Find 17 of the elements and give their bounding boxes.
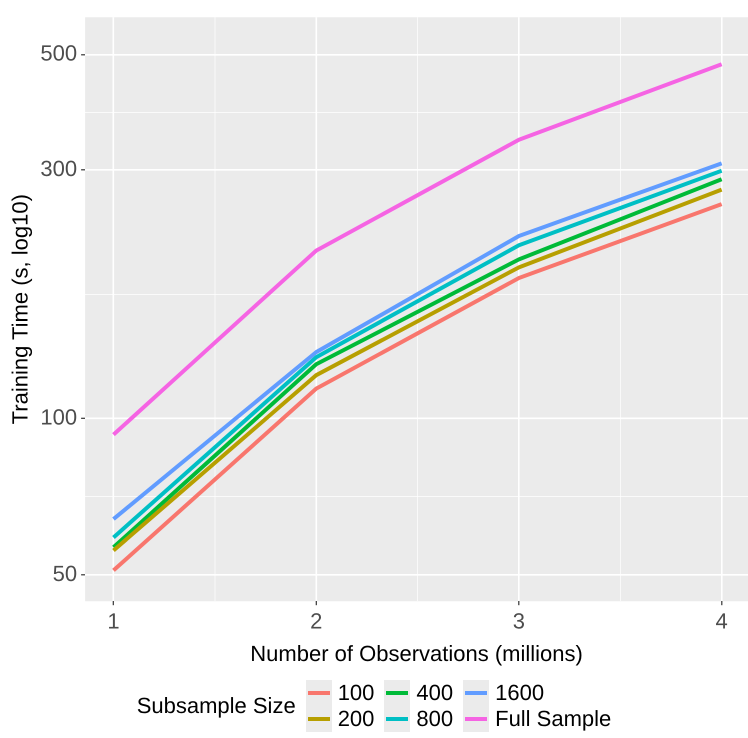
legend-label: 200	[338, 706, 374, 732]
x-tick-label: 1	[107, 608, 120, 634]
x-tick-label: 4	[716, 608, 728, 634]
y-tick-label: 100	[40, 404, 78, 430]
legend-label: Full Sample	[495, 706, 612, 732]
y-tick-label: 300	[40, 156, 78, 182]
legend-label: 400	[416, 680, 454, 706]
x-tick-label: 3	[512, 608, 526, 634]
legend-label: 800	[416, 706, 454, 732]
x-tick-label: 2	[310, 608, 322, 634]
y-axis-title: Training Time (s, log10)	[7, 194, 32, 424]
legend-title: Subsample Size	[136, 693, 296, 719]
legend-label: 100	[338, 680, 374, 706]
x-axis-title: Number of Observations (millions)	[250, 640, 583, 666]
y-tick-label: 500	[40, 40, 78, 66]
legend-label: 1600	[495, 680, 544, 706]
y-tick-label: 50	[52, 560, 78, 586]
